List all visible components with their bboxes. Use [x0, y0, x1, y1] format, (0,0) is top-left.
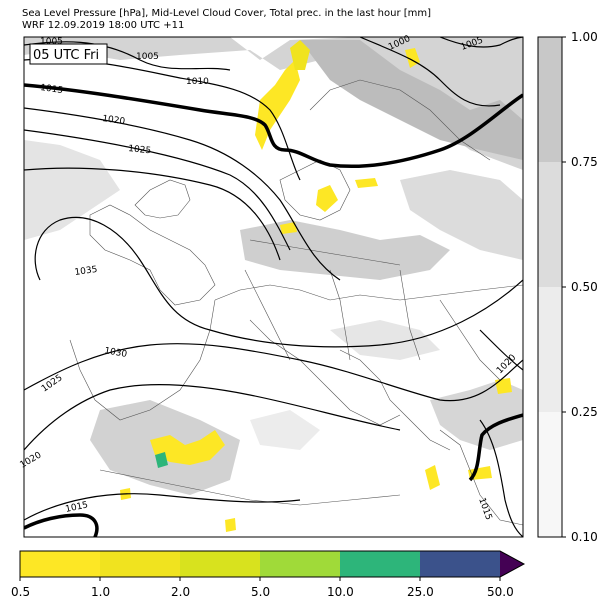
precip-colorbar-tick: 25.0: [407, 585, 434, 599]
cloud-colorbar-segment: [538, 412, 562, 537]
cloud-colorbar-tick: 1.00: [571, 30, 598, 44]
isobar-label: 1035: [74, 265, 98, 278]
precip-colorbar-segment: [20, 551, 100, 577]
precip-colorbar-tick: 1.0: [91, 585, 111, 599]
precip-colorbar-tick: 0.5: [11, 585, 31, 599]
isobar-label: 1015: [40, 83, 64, 96]
time-label-box: [29, 43, 108, 65]
cloud-colorbar-tick: 0.10: [571, 530, 598, 544]
precip-colorbar-segment: [100, 551, 180, 577]
precip-colorbar-segment: [180, 551, 260, 577]
map-subtitle: WRF 12.09.2019 18:00 UTC +11: [22, 20, 185, 31]
cloud-colorbar-segment: [538, 162, 562, 287]
time-label: 05 UTC Fri: [33, 48, 99, 63]
isobars: [24, 37, 523, 537]
precip-colorbar-segment: [420, 551, 500, 577]
cloud-colorbar: [537, 36, 566, 538]
cloud-colorbar-segment: [538, 37, 562, 162]
isobar-label: 1010: [186, 77, 209, 87]
cloud-colorbar-tick: 0.50: [571, 280, 598, 294]
precip-colorbar-tick: 50.0: [487, 585, 514, 599]
isobar-label: 1025: [128, 144, 152, 156]
isobar-1015-thick: [24, 83, 523, 537]
isobar-label: 1030: [103, 346, 128, 360]
precip-colorbar-tick: 5.0: [251, 585, 271, 599]
map-border: [23, 36, 524, 538]
cloud-colorbar-tick: 0.75: [571, 155, 598, 169]
isobar-label: 1020: [102, 114, 126, 127]
precip-colorbar-tick: 10.0: [327, 585, 354, 599]
precip-colorbar: [19, 550, 526, 581]
isobar-label: 1005: [136, 52, 159, 62]
precip-colorbar-extend-arrow: [500, 551, 524, 577]
cloud-colorbar-tick: 0.25: [571, 405, 598, 419]
precip-colorbar-segment: [340, 551, 420, 577]
coastlines: [69, 79, 523, 526]
isobar-label: 1015: [65, 500, 89, 515]
cloud-colorbar-segment: [538, 287, 562, 412]
isobar-label: 1005: [40, 37, 63, 47]
map-title: Sea Level Pressure [hPa], Mid-Level Clou…: [22, 8, 432, 19]
cloud-cover-layer: [24, 37, 523, 495]
precip-colorbar-tick: 2.0: [171, 585, 191, 599]
precip-colorbar-segment: [260, 551, 340, 577]
